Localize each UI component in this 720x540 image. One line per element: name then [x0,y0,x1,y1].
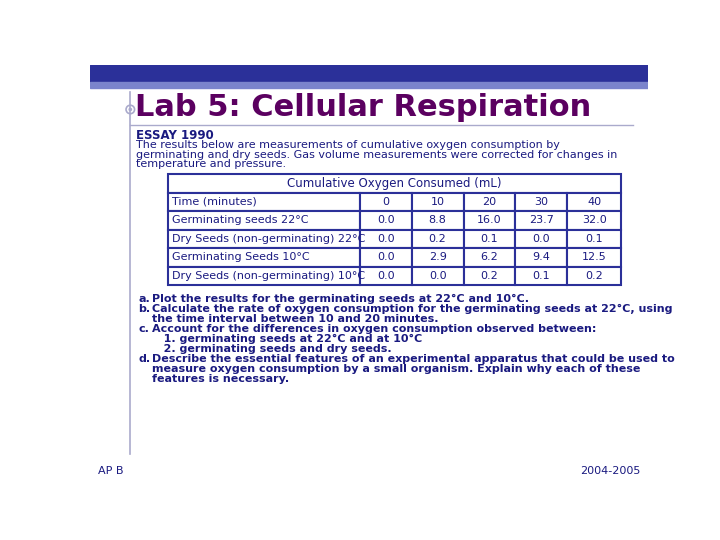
Text: features is necessary.: features is necessary. [152,374,289,384]
Bar [567,248,621,267]
Text: 0: 0 [382,197,390,207]
Bar [464,248,516,267]
Bar [464,193,516,211]
Bar [360,193,412,211]
Bar [516,193,567,211]
Text: ESSAY 1990: ESSAY 1990 [137,130,215,143]
Text: 0.1: 0.1 [533,271,550,281]
Text: 23.7: 23.7 [529,215,554,225]
Text: 8.8: 8.8 [428,215,446,225]
Bar [360,248,412,267]
Text: 2004-2005: 2004-2005 [580,466,640,476]
Text: Time (minutes): Time (minutes) [172,197,257,207]
Text: a.: a. [138,294,150,304]
Text: germinating and dry seeds. Gas volume measurements were corrected for changes in: germinating and dry seeds. Gas volume me… [137,150,618,159]
Bar [516,230,567,248]
Text: Account for the differences in oxygen consumption observed between:: Account for the differences in oxygen co… [152,325,596,334]
Text: 0.0: 0.0 [377,271,395,281]
Text: 20: 20 [482,197,497,207]
Text: 12.5: 12.5 [582,252,606,262]
Text: The results below are measurements of cumulative oxygen consumption by: The results below are measurements of cu… [137,140,560,150]
Text: 40: 40 [587,197,601,207]
Bar [412,267,464,285]
Text: 0.0: 0.0 [429,271,446,281]
Text: Dry Seeds (non-germinating) 22°C: Dry Seeds (non-germinating) 22°C [172,234,366,244]
Text: Germinating Seeds 10°C: Germinating Seeds 10°C [172,252,310,262]
Text: the time interval between 10 and 20 minutes.: the time interval between 10 and 20 minu… [152,314,438,325]
Text: Germinating seeds 22°C: Germinating seeds 22°C [172,215,309,225]
Text: 2. germinating seeds and dry seeds.: 2. germinating seeds and dry seeds. [152,345,392,354]
Text: 9.4: 9.4 [533,252,550,262]
Text: d.: d. [138,354,150,364]
Text: 0.0: 0.0 [377,234,395,244]
Text: 0.1: 0.1 [585,234,603,244]
Bar [412,193,464,211]
Text: c.: c. [138,325,149,334]
Text: measure oxygen consumption by a small organism. Explain why each of these: measure oxygen consumption by a small or… [152,364,640,374]
Text: Describe the essential features of an experimental apparatus that could be used : Describe the essential features of an ex… [152,354,675,364]
Text: 1. germinating seeds at 22°C and at 10°C: 1. germinating seeds at 22°C and at 10°C [152,334,422,345]
Bar [412,230,464,248]
Bar [168,248,360,267]
Text: 0.0: 0.0 [377,215,395,225]
Text: Cumulative Oxygen Consumed (mL): Cumulative Oxygen Consumed (mL) [287,177,501,190]
Text: 16.0: 16.0 [477,215,502,225]
Text: Calculate the rate of oxygen consumption for the germinating seeds at 22°C, usin: Calculate the rate of oxygen consumption… [152,304,672,314]
Text: 6.2: 6.2 [481,252,498,262]
Bar [516,248,567,267]
Text: 0.0: 0.0 [377,252,395,262]
Bar [168,193,360,211]
Bar [412,248,464,267]
Circle shape [129,109,132,111]
Bar [168,211,360,230]
Text: 10: 10 [431,197,444,207]
Text: 0.0: 0.0 [533,234,550,244]
Text: 0.2: 0.2 [481,271,498,281]
Text: 30: 30 [534,197,549,207]
Text: AP B: AP B [98,466,123,476]
Text: 32.0: 32.0 [582,215,606,225]
Bar [464,230,516,248]
Bar [464,211,516,230]
Text: b.: b. [138,304,150,314]
Text: 2.9: 2.9 [428,252,446,262]
Bar [567,193,621,211]
Bar [168,230,360,248]
Bar [360,211,412,230]
Bar [516,211,567,230]
Text: 0.2: 0.2 [428,234,446,244]
Bar [168,267,360,285]
Text: 0.2: 0.2 [585,271,603,281]
Text: Lab 5: Cellular Respiration: Lab 5: Cellular Respiration [135,93,591,122]
Bar [90,65,648,82]
Bar [567,211,621,230]
Bar [360,230,412,248]
Text: 0.1: 0.1 [481,234,498,244]
Text: temperature and pressure.: temperature and pressure. [137,159,287,168]
Text: Plot the results for the germinating seeds at 22°C and 10°C.: Plot the results for the germinating see… [152,294,529,305]
Bar [412,211,464,230]
Bar [567,230,621,248]
Bar [168,174,621,193]
Bar [567,267,621,285]
Bar [516,267,567,285]
Text: Dry Seeds (non-germinating) 10°C: Dry Seeds (non-germinating) 10°C [172,271,365,281]
Bar [90,82,648,88]
Bar [360,267,412,285]
Bar [464,267,516,285]
